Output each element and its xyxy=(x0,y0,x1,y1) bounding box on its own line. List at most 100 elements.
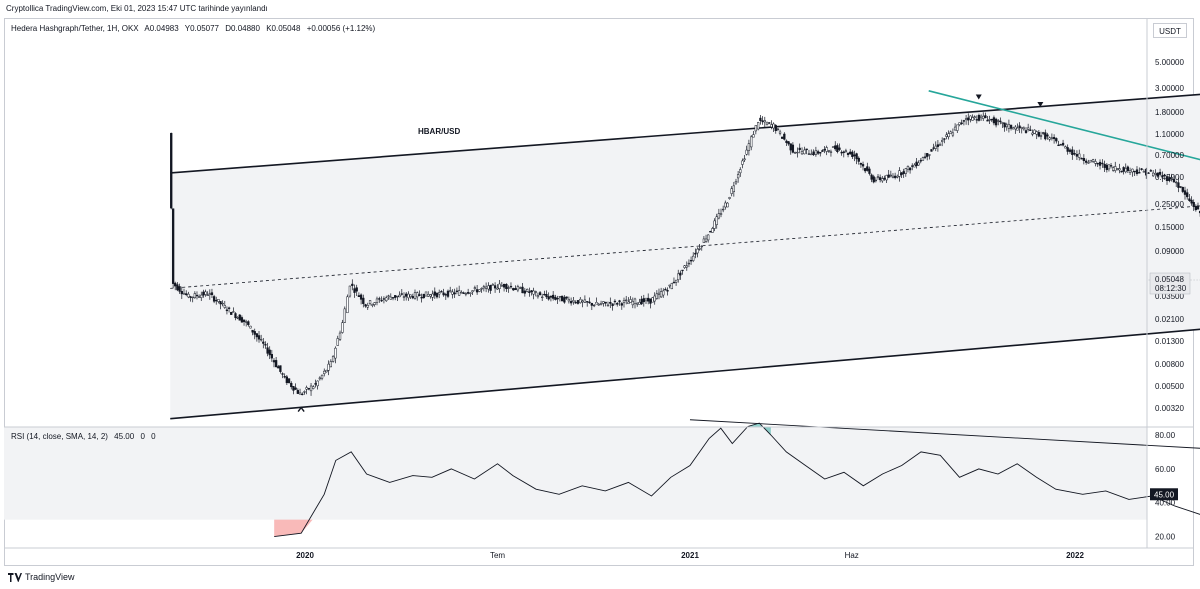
candle-body xyxy=(334,347,337,359)
candle-body xyxy=(702,238,706,243)
downtrend-line[interactable] xyxy=(928,90,1200,323)
currency-button[interactable]: USDT xyxy=(1153,23,1187,38)
candle-body xyxy=(1024,130,1028,133)
candle-body xyxy=(433,291,436,296)
candle-body xyxy=(462,292,465,294)
candle-body xyxy=(778,131,782,134)
candle-body xyxy=(1039,135,1043,137)
candle-body xyxy=(956,124,959,131)
candle-body xyxy=(923,156,927,158)
candle-body xyxy=(1057,144,1060,147)
candle-body xyxy=(599,303,603,305)
rsi-trendline[interactable] xyxy=(689,419,1200,500)
candle-body xyxy=(560,295,564,302)
candle-body xyxy=(622,300,626,303)
candle-body xyxy=(1114,166,1117,171)
candle-body xyxy=(541,296,544,298)
candle-body xyxy=(444,294,447,296)
candle-body xyxy=(844,150,848,153)
rsi-line[interactable] xyxy=(274,422,1200,538)
candle-body xyxy=(1003,122,1006,128)
candle-body xyxy=(305,387,308,390)
channel-upper-line[interactable] xyxy=(170,14,1200,174)
price-tick-label: 0.02100 xyxy=(1155,315,1184,324)
candle-body xyxy=(416,292,419,298)
candle-body xyxy=(934,145,937,149)
candle-body xyxy=(768,122,771,124)
rsi-value: 45.00 xyxy=(114,432,135,441)
candle-body xyxy=(609,301,612,304)
brand-name: TradingView xyxy=(25,572,75,582)
candle-body xyxy=(715,216,718,225)
candle-body xyxy=(505,283,508,290)
candle-body xyxy=(574,301,577,304)
candle-body xyxy=(556,297,559,300)
candle-body xyxy=(655,293,658,299)
candle-body xyxy=(266,347,269,354)
candle-body xyxy=(1046,134,1049,137)
candle-body xyxy=(496,287,499,290)
candle-body xyxy=(999,120,1002,123)
candle-body xyxy=(355,287,358,292)
candle-body xyxy=(1190,199,1193,204)
price-tick-label: 1.10000 xyxy=(1155,130,1184,139)
candle-body xyxy=(402,296,406,298)
candle-body xyxy=(346,296,349,314)
candle-body xyxy=(509,285,513,288)
candle-body xyxy=(885,175,888,181)
candle-body xyxy=(206,294,209,296)
candle-body xyxy=(936,144,940,147)
rsi-label: RSI (14, close, SMA, 14, 2) xyxy=(11,432,108,441)
candle-body xyxy=(761,120,764,123)
candle-body xyxy=(247,321,250,326)
candle-body xyxy=(874,179,878,182)
candle-body xyxy=(178,286,181,292)
candle-body xyxy=(953,126,957,131)
time-tick-label: 2020 xyxy=(296,551,314,560)
candle-body xyxy=(932,147,935,149)
candle-body xyxy=(662,290,665,296)
candle-body xyxy=(469,292,472,294)
channel-lower-line[interactable] xyxy=(170,238,1200,420)
candle-body xyxy=(679,272,682,276)
candle-body xyxy=(750,136,753,148)
candle-body xyxy=(803,149,806,155)
candle-body xyxy=(644,298,648,302)
candle-body xyxy=(1050,137,1054,139)
candle-body xyxy=(257,335,261,340)
candle-body xyxy=(478,289,481,292)
candle-body xyxy=(453,292,456,295)
candle-body xyxy=(670,283,673,290)
candle-body xyxy=(543,293,546,296)
candle-body xyxy=(947,133,950,138)
candle-body xyxy=(1096,163,1099,165)
candle-body xyxy=(182,293,186,295)
symbol-legend[interactable]: Hedera Hashgraph/Tether, 1H, OKX A0.0498… xyxy=(11,24,379,33)
candle-body xyxy=(743,158,746,161)
candle-body xyxy=(586,301,589,303)
candle-body xyxy=(1170,177,1173,180)
channel-middle-line[interactable] xyxy=(170,122,1200,289)
price-tick-label: 0.25000 xyxy=(1155,200,1184,209)
candle-body xyxy=(1154,173,1157,175)
candle-body xyxy=(312,386,315,389)
footer-brand[interactable]: TradingView xyxy=(8,572,75,582)
candle-body xyxy=(487,285,490,290)
ohlc-close: K0.05048 xyxy=(266,24,301,33)
candle-body xyxy=(309,385,313,392)
candle-body xyxy=(793,152,797,154)
candle-body xyxy=(759,117,762,121)
candle-body xyxy=(902,171,905,174)
candle-body xyxy=(583,299,587,303)
candle-body xyxy=(323,370,326,374)
candle-body xyxy=(405,293,408,297)
rsi-legend[interactable]: RSI (14, close, SMA, 14, 2) 45.00 0 0 xyxy=(11,432,160,441)
candle-body xyxy=(683,265,686,268)
rsi-extra-1: 0 xyxy=(140,432,145,441)
candle-body xyxy=(296,390,300,394)
candle-body xyxy=(1020,127,1023,129)
candle-body xyxy=(704,238,708,242)
candle-body xyxy=(893,175,897,178)
candle-body xyxy=(602,301,605,304)
